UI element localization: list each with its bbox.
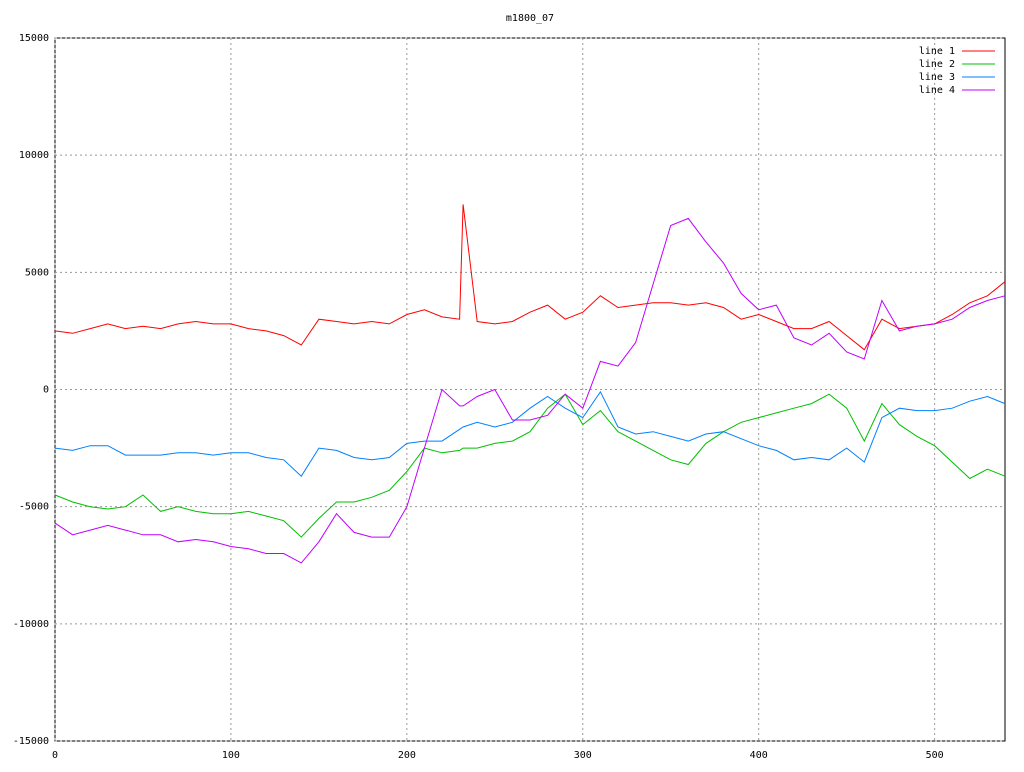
data-line: [54, 390, 1006, 477]
data-line: [54, 217, 1006, 564]
data-line: [54, 204, 1006, 351]
y-tick-label: -10000: [13, 619, 49, 630]
y-tick-label: 10000: [19, 150, 49, 161]
y-tick-label: -15000: [13, 736, 49, 747]
y-tick-label: 5000: [25, 267, 49, 278]
y-tick-label: -5000: [19, 502, 49, 513]
legend-label: line 4: [919, 85, 955, 96]
x-tick-label: 200: [398, 750, 416, 761]
x-tick-label: 300: [574, 750, 592, 761]
legend-label: line 2: [919, 59, 955, 70]
x-tick-label: 400: [750, 750, 768, 761]
legend-label: line 3: [919, 72, 955, 83]
chart-title: m1800_07: [506, 13, 554, 24]
x-tick-label: 100: [222, 750, 240, 761]
data-line: [54, 393, 1006, 538]
y-tick-label: 0: [43, 385, 49, 396]
legend-label: line 1: [919, 46, 955, 57]
x-tick-label: 500: [926, 750, 944, 761]
y-tick-label: 15000: [19, 33, 49, 44]
x-tick-label: 0: [52, 750, 58, 761]
